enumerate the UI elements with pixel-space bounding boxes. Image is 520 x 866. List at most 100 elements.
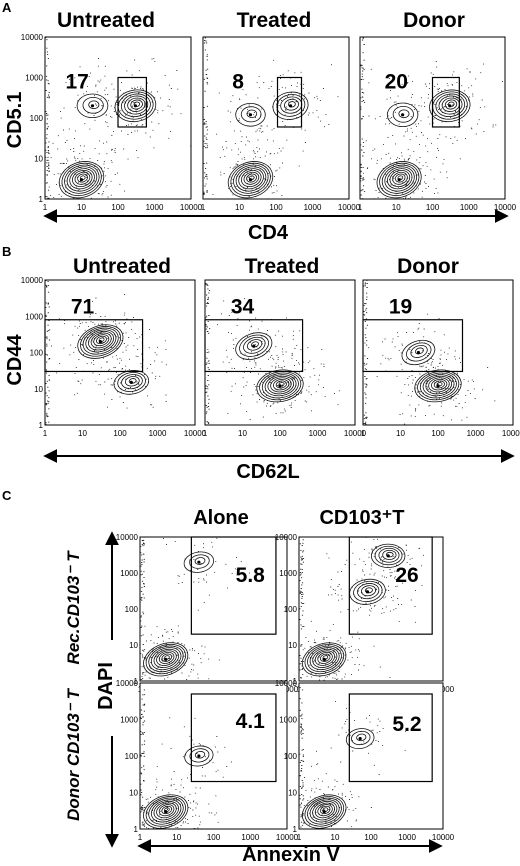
contour-ring	[273, 378, 290, 391]
panel-c-title-cd103t: CD103⁺T	[319, 507, 404, 529]
panel-b-title-donor: Donor	[397, 255, 459, 278]
contour-ring	[364, 587, 373, 594]
contour-ring	[351, 730, 371, 746]
population-center	[416, 350, 420, 355]
gate-percentage: 71	[71, 295, 95, 318]
event-dots	[140, 689, 232, 829]
y-tick-label: 1000	[120, 569, 138, 578]
panel-a-x-axis-title: CD4	[248, 222, 289, 244]
contour-ring	[243, 171, 260, 185]
contour-ring	[77, 173, 88, 183]
contour-ring	[161, 653, 173, 662]
panel-a-y-axis-title: CD5.1	[4, 92, 26, 149]
contour-ring	[422, 374, 455, 397]
x-tick-label: 1	[201, 203, 206, 212]
x-tick-label: 10	[392, 203, 401, 212]
panel-b-y-axis-title: CD44	[4, 334, 26, 386]
events-layer	[140, 537, 250, 681]
contour-ring	[419, 372, 457, 399]
contour-ring	[261, 372, 299, 399]
contour-ring	[447, 101, 455, 107]
contour-ring	[148, 645, 184, 673]
contour-ring	[246, 109, 258, 118]
gate-percentage: 20	[385, 71, 408, 94]
contour-ring	[230, 162, 271, 197]
contour-ring	[145, 796, 186, 827]
contour-ring	[148, 797, 184, 825]
contour-ring	[235, 332, 273, 360]
contour-ring	[309, 799, 340, 823]
population-center	[386, 554, 390, 558]
population-center	[248, 113, 253, 117]
contour-ring	[433, 380, 445, 389]
y-tick-label: 100	[30, 349, 44, 358]
contour-ring	[158, 651, 175, 664]
contour-ring	[317, 652, 333, 664]
contour-ring	[88, 330, 114, 351]
x-tick-label: 1	[361, 429, 366, 438]
contour-ring	[431, 378, 448, 391]
x-tick-label: 1000	[309, 429, 327, 438]
population-center	[436, 384, 440, 388]
x-tick-label: 1	[203, 429, 208, 438]
gate-percentage: 19	[389, 295, 412, 318]
contour-ring	[428, 377, 450, 393]
contour-ring	[246, 339, 263, 351]
y-tick-label: 10000	[116, 533, 139, 542]
x-tick-label: 1	[297, 833, 302, 842]
gate-box	[348, 693, 433, 783]
contour-ring	[76, 93, 109, 119]
y-tick-label: 1000	[25, 74, 43, 83]
x-tick-label: 1	[358, 203, 363, 212]
contour-ring	[312, 648, 338, 668]
gate-box	[276, 76, 303, 128]
y-tick-label: 100	[125, 752, 139, 761]
y-tick-label: 1	[293, 677, 298, 686]
contour-ring	[58, 161, 105, 199]
gate-percentage: 5.8	[236, 564, 266, 587]
x-tick-label: 10	[172, 833, 181, 842]
contour-ring	[406, 342, 432, 362]
panel-b-plot-1: 1 10 100 1000 10000 34	[203, 279, 367, 438]
contour-ring	[240, 170, 262, 188]
x-tick-label: 10000	[180, 203, 203, 212]
gate-box	[362, 319, 464, 373]
contour-ring	[161, 805, 173, 815]
contour-ring	[438, 95, 463, 115]
contour-ring	[284, 98, 300, 111]
y-tick-label: 100	[284, 605, 298, 614]
contour-ring	[153, 648, 179, 668]
contour-ring	[235, 102, 266, 127]
y-tick-label: 100	[284, 752, 298, 761]
panel-c-y-axis-title: DAPI	[95, 662, 117, 710]
panel-c-x-axis-title: Annexin V	[242, 844, 340, 866]
gate-percentage: 5.2	[392, 713, 421, 736]
contour-ring	[319, 805, 331, 815]
plot-frame	[298, 682, 444, 830]
contour-ring	[267, 375, 295, 395]
contour-ring	[72, 170, 93, 188]
x-tick-label: 1000	[149, 429, 167, 438]
contour-ring	[150, 799, 182, 823]
contour-ring	[392, 171, 408, 185]
x-tick-label: 10000	[344, 429, 367, 438]
contour-ring	[130, 99, 143, 110]
y-tick-label: 1	[134, 825, 139, 834]
contour-ring	[314, 802, 336, 819]
x-tick-label: 10000	[494, 203, 517, 212]
panel-b-title-treated: Treated	[245, 255, 320, 278]
contour-ring	[150, 647, 182, 671]
population-center	[248, 178, 253, 182]
population-center	[164, 657, 168, 661]
contour-ring	[143, 794, 189, 829]
contour-ring	[386, 102, 419, 127]
contour-ring	[239, 334, 269, 357]
x-tick-label: 10000	[276, 833, 299, 842]
contour-ring	[385, 551, 394, 558]
gate-box	[117, 76, 148, 128]
gate-percentage: 26	[395, 564, 418, 587]
events-layer	[45, 280, 167, 425]
events-layer	[205, 283, 340, 425]
contour-ring	[394, 173, 406, 183]
x-tick-label: 100	[426, 203, 440, 212]
